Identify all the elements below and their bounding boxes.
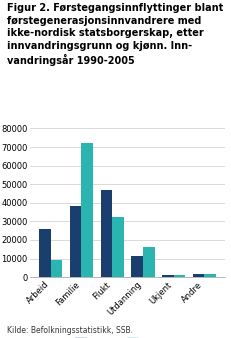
Bar bbox=[70, 206, 81, 277]
Bar bbox=[192, 274, 204, 277]
Bar bbox=[81, 143, 93, 277]
Bar bbox=[161, 275, 173, 277]
Text: Kilde: Befolkningsstatistikk, SSB.: Kilde: Befolkningsstatistikk, SSB. bbox=[7, 325, 132, 335]
Bar bbox=[131, 256, 142, 277]
Bar bbox=[204, 274, 215, 277]
Bar bbox=[142, 247, 154, 277]
Bar bbox=[112, 217, 123, 277]
Bar bbox=[51, 260, 62, 277]
Bar bbox=[39, 229, 51, 277]
Bar bbox=[100, 190, 112, 277]
Text: Figur 2. Førstegangsinnflyttinger blant
førstegenerasjonsinnvandrere med
ikke-no: Figur 2. Førstegangsinnflyttinger blant … bbox=[7, 3, 222, 66]
Bar bbox=[173, 275, 185, 277]
